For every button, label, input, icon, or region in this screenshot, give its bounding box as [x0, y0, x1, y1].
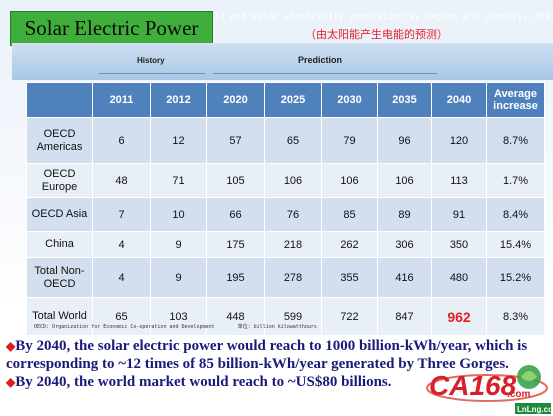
- table-cell: 599: [264, 297, 322, 336]
- table-cell: 57: [206, 117, 265, 164]
- table-cell: 9: [150, 257, 207, 298]
- table-cell: 9: [150, 231, 207, 258]
- table-row: Total Non-OECD 4 9 195 278 355 416 480 1…: [26, 257, 545, 298]
- table-cell: 96: [377, 117, 432, 164]
- group-label-prediction: Prediction: [298, 55, 343, 65]
- diamond-bullet-icon: ◆: [6, 375, 16, 389]
- history-divider: [99, 73, 205, 74]
- table-cell: 10: [150, 197, 207, 232]
- table-cell: 8.3%: [486, 297, 545, 336]
- table-cell: 106: [264, 163, 322, 198]
- bullet-text: By 2040, the world market would reach to…: [15, 374, 392, 390]
- table-cell: 12: [150, 117, 207, 164]
- table-cell: 278: [264, 257, 322, 298]
- table-cell: 106: [321, 163, 378, 198]
- table-header-row: 2011 2012 2020 2025 2030 2035 2040 Avera…: [26, 82, 545, 118]
- table-cell: 120: [431, 117, 487, 164]
- table-cell: 8.4%: [486, 197, 545, 232]
- table-cell: 306: [377, 231, 432, 258]
- table-cell: 480: [431, 257, 487, 298]
- table-cell: 15.4%: [486, 231, 545, 258]
- footnote-oecd: OECD: Organization for Economic Co-opera…: [34, 324, 215, 330]
- bullet-item: ◆By 2040, the world market would reach t…: [6, 373, 551, 391]
- table-cell: 79: [321, 117, 378, 164]
- group-label-history: History: [137, 56, 165, 65]
- table-cell: 105: [206, 163, 265, 198]
- table-row: OECD Americas 6 12 57 65 79 96 120 8.7%: [26, 117, 545, 164]
- row-label: China: [26, 231, 93, 258]
- column-header: 2025: [264, 82, 322, 118]
- logo-text: CA168: [429, 370, 517, 401]
- table-row: OECD Asia 7 10 66 76 85 89 91 8.4%: [26, 197, 545, 232]
- header-band: [12, 43, 553, 80]
- column-header: 2020: [206, 82, 265, 118]
- table-cell: 722: [321, 297, 378, 336]
- table-row: OECD Europe 48 71 105 106 106 106 113 1.…: [26, 163, 545, 198]
- table-cell: 15.2%: [486, 257, 545, 298]
- table-cell: 416: [377, 257, 432, 298]
- generation-table: 2011 2012 2020 2025 2030 2035 2040 Avera…: [26, 82, 545, 336]
- table-cell: 113: [431, 163, 487, 198]
- bullet-text: By 2040, the solar electric power would …: [6, 338, 528, 372]
- table-cell: 48: [92, 163, 151, 198]
- table-cell: 262: [321, 231, 378, 258]
- row-label: OECD Americas: [26, 117, 93, 164]
- table-cell: 66: [206, 197, 265, 232]
- ca168-logo: CA168 .com LnLng.com: [426, 365, 553, 414]
- subtitle-english: ld net solar electricity generation by r…: [214, 12, 553, 22]
- bullet-list: ◆By 2040, the solar electric power would…: [6, 337, 551, 391]
- table-cell: 91: [431, 197, 487, 232]
- table-cell: 103: [150, 297, 207, 336]
- footnote-unit: 单位: billion kilowatthours: [237, 324, 317, 330]
- table-cell: 8.7%: [486, 117, 545, 164]
- column-header: Average increase: [486, 82, 545, 118]
- diamond-bullet-icon: ◆: [6, 339, 16, 353]
- table-cell: 355: [321, 257, 378, 298]
- row-label: OECD Asia: [26, 197, 93, 232]
- footnote: OECD: Organization for Economic Co-opera…: [34, 323, 317, 330]
- table-cell: 65: [264, 117, 322, 164]
- bullet-item: ◆By 2040, the solar electric power would…: [6, 337, 551, 373]
- column-header: 2030: [321, 82, 378, 118]
- table-cell: 76: [264, 197, 322, 232]
- prediction-divider: [213, 73, 437, 74]
- table-row: China 4 9 175 218 262 306 350 15.4%: [26, 231, 545, 258]
- row-label: Total Non-OECD: [26, 257, 93, 298]
- subtitle-chinese: （由太阳能产生电能的预测）: [305, 29, 448, 41]
- table-cell: 7: [92, 197, 151, 232]
- table-cell: 195: [206, 257, 265, 298]
- table-cell: 4: [92, 257, 151, 298]
- row-label: Total World: [26, 297, 93, 336]
- column-header: 2012: [150, 82, 207, 118]
- table-cell: 106: [377, 163, 432, 198]
- table-cell: 71: [150, 163, 207, 198]
- logo-site: LnLng.com: [517, 405, 553, 414]
- table-cell: 6: [92, 117, 151, 164]
- table-cell: 4: [92, 231, 151, 258]
- column-header: [26, 82, 93, 118]
- page-title: Solar Electric Power: [10, 11, 213, 46]
- table-cell: 847: [377, 297, 432, 336]
- table-cell: 1.7%: [486, 163, 545, 198]
- table-cell: 89: [377, 197, 432, 232]
- table-cell: 85: [321, 197, 378, 232]
- highlight-cell-2040-world: 962: [431, 297, 487, 336]
- column-header: 2035: [377, 82, 432, 118]
- table-cell: 175: [206, 231, 265, 258]
- column-header: 2040: [431, 82, 487, 118]
- table-cell: 350: [431, 231, 487, 258]
- column-header: 2011: [92, 82, 151, 118]
- logo-suffix: .com: [507, 389, 530, 400]
- table-row: Total World 65 103 448 599 722 847 962 8…: [26, 297, 545, 336]
- table-cell: 218: [264, 231, 322, 258]
- row-label: OECD Europe: [26, 163, 93, 198]
